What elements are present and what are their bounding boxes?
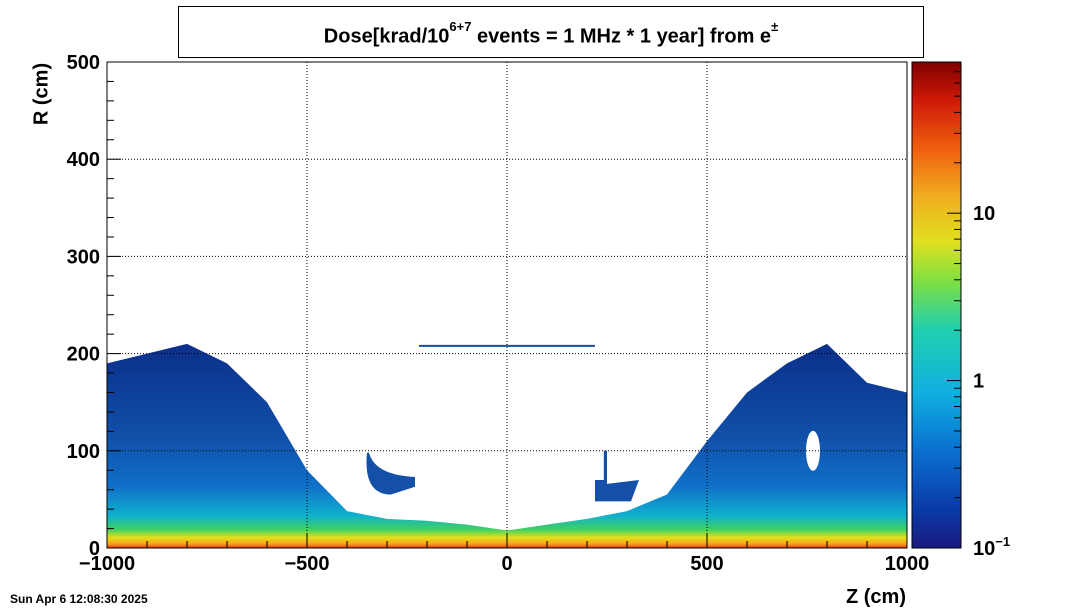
y-tick-label: 400 — [67, 149, 100, 171]
x-tick-label: 1000 — [885, 553, 930, 575]
timestamp: Sun Apr 6 12:08:30 2025 — [10, 592, 148, 606]
y-axis: 0 100 200 300 400 500 — [67, 52, 121, 560]
chart-title-box: Dose[krad/106+7 events = 1 MHz * 1 year]… — [178, 6, 924, 58]
colorbar-axis: 10−1 1 10 — [947, 61, 1010, 560]
colorbar — [911, 61, 962, 549]
colorbar-tick-label: 1 — [973, 371, 984, 393]
x-axis-title: Z (cm) — [846, 586, 906, 608]
plot-grid — [107, 62, 907, 548]
x-tick-label: −1000 — [79, 553, 135, 575]
colorbar-tick-label: 10 — [973, 203, 995, 225]
x-tick-label: 0 — [501, 553, 512, 575]
y-tick-label: 100 — [67, 441, 100, 463]
left-dose-blob — [366, 452, 415, 495]
dose-heatmap-region — [107, 343, 907, 548]
x-tick-label: 500 — [690, 553, 723, 575]
right-dose-blob — [595, 450, 639, 502]
y-tick-label: 300 — [67, 246, 100, 268]
y-axis-title: R (cm) — [30, 62, 53, 126]
y-tick-label: 0 — [89, 538, 100, 560]
colorbar-tick-label: 10−1 — [973, 534, 1010, 560]
dose-envelope — [107, 343, 907, 548]
x-axis: −1000 −500 0 500 1000 — [79, 534, 929, 575]
y-tick-label: 500 — [67, 52, 100, 74]
chart-title: Dose[krad/106+7 events = 1 MHz * 1 year]… — [323, 19, 779, 48]
x-tick-label: −500 — [284, 553, 329, 575]
y-tick-label: 200 — [67, 344, 100, 366]
